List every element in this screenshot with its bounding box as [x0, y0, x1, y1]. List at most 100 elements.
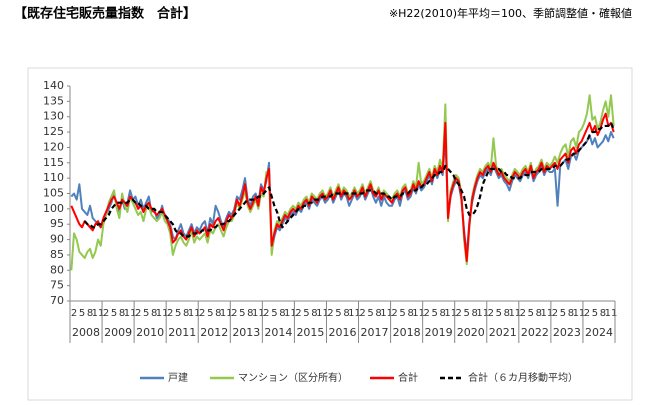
x-tick-label: 11: [541, 308, 554, 319]
x-tick-label: 8: [151, 308, 157, 319]
y-tick-label: 130: [43, 110, 64, 123]
x-tick-label: 5: [271, 308, 277, 319]
x-tick-label: 5: [431, 308, 437, 319]
year-label: 2008: [72, 326, 100, 339]
x-tick-label: 8: [600, 308, 606, 319]
series-line: [70, 94, 615, 271]
year-label: 2021: [489, 326, 517, 339]
x-tick-label: 2: [488, 308, 494, 319]
y-tick-label: 85: [50, 248, 64, 261]
y-tick-label: 95: [50, 217, 64, 230]
x-tick-label: 2: [391, 308, 397, 319]
year-label: 2018: [393, 326, 421, 339]
x-tick-label: 5: [592, 308, 598, 319]
x-tick-label: 5: [175, 308, 181, 319]
x-tick-label: 8: [407, 308, 413, 319]
legend-label: 戸建: [168, 371, 188, 384]
x-tick-label: 8: [279, 308, 285, 319]
y-tick-label: 80: [50, 263, 64, 276]
x-tick-label: 11: [380, 308, 393, 319]
x-tick-label: 8: [247, 308, 253, 319]
x-tick-label: 2: [584, 308, 590, 319]
chart-title: 【既存住宅販売量指数 合計】: [14, 6, 196, 22]
x-tick-label: 11: [220, 308, 233, 319]
x-tick-label: 2: [295, 308, 301, 319]
x-tick-label: 11: [508, 308, 521, 319]
y-tick-label: 125: [43, 125, 64, 138]
chart-note: ※H22(2010)年平均＝100、季節調整値・確報値: [389, 6, 632, 20]
x-tick-label: 8: [439, 308, 445, 319]
x-tick-label: 5: [560, 308, 566, 319]
x-tick-label: 8: [215, 308, 221, 319]
y-tick-label: 115: [43, 156, 64, 169]
x-tick-label: 5: [335, 308, 341, 319]
year-label: 2022: [521, 326, 549, 339]
x-tick-label: 2: [520, 308, 526, 319]
year-label: 2012: [200, 326, 228, 339]
x-tick-label: 11: [284, 308, 297, 319]
year-label: 2010: [136, 326, 164, 339]
x-tick-label: 8: [504, 308, 510, 319]
x-tick-label: 2: [423, 308, 429, 319]
x-tick-label: 11: [188, 308, 201, 319]
x-tick-label: 5: [367, 308, 373, 319]
x-tick-label: 5: [399, 308, 405, 319]
x-tick-label: 11: [348, 308, 361, 319]
x-tick-label: 2: [199, 308, 205, 319]
x-tick-label: 2: [71, 308, 77, 319]
x-tick-label: 11: [444, 308, 457, 319]
x-tick-label: 2: [456, 308, 462, 319]
legend-label: マンション（区分所有）: [238, 371, 348, 384]
x-tick-label: 2: [263, 308, 269, 319]
y-tick-label: 70: [50, 294, 64, 307]
x-tick-label: 5: [143, 308, 149, 319]
x-tick-label: 8: [568, 308, 574, 319]
x-tick-label: 11: [573, 308, 586, 319]
x-tick-label: 5: [207, 308, 213, 319]
y-tick-label: 135: [43, 94, 64, 107]
legend-label: 合計（６カ月移動平均）: [468, 371, 578, 384]
x-tick-label: 5: [464, 308, 470, 319]
series-line: [70, 131, 615, 256]
x-tick-label: 2: [327, 308, 333, 319]
year-label: 2017: [361, 326, 389, 339]
x-tick-label: 11: [92, 308, 105, 319]
legend-label: 合計: [398, 371, 418, 384]
y-tick-label: 120: [43, 140, 64, 153]
y-tick-label: 75: [50, 279, 64, 292]
x-tick-label: 5: [496, 308, 502, 319]
series-line: [70, 112, 615, 263]
x-tick-label: 11: [124, 308, 137, 319]
year-label: 2014: [264, 326, 292, 339]
year-label: 2015: [296, 326, 324, 339]
y-tick-label: 100: [43, 202, 64, 215]
x-tick-label: 5: [79, 308, 85, 319]
chart-frame: [27, 67, 633, 401]
x-tick-label: 2: [552, 308, 558, 319]
year-label: 2009: [104, 326, 132, 339]
x-tick-label: 5: [111, 308, 117, 319]
x-tick-label: 11: [476, 308, 489, 319]
x-tick-label: 11: [252, 308, 265, 319]
year-label: 2011: [168, 326, 196, 339]
x-tick-label: 8: [536, 308, 542, 319]
series-line: [83, 121, 615, 238]
x-tick-label: 8: [343, 308, 349, 319]
x-tick-label: 5: [303, 308, 309, 319]
year-label: 2020: [457, 326, 485, 339]
year-label: 2016: [329, 326, 357, 339]
x-tick-label: 8: [119, 308, 125, 319]
y-tick-label: 110: [43, 171, 64, 184]
y-tick-label: 140: [43, 79, 64, 92]
x-tick-label: 8: [375, 308, 381, 319]
y-tick-label: 105: [43, 187, 64, 200]
x-tick-label: 2: [135, 308, 141, 319]
x-tick-label: 11: [156, 308, 169, 319]
x-tick-label: 5: [528, 308, 534, 319]
x-tick-label: 2: [167, 308, 173, 319]
x-tick-label: 11: [412, 308, 425, 319]
x-tick-label: 5: [239, 308, 245, 319]
year-label: 2024: [585, 326, 613, 339]
x-tick-label: 8: [311, 308, 317, 319]
